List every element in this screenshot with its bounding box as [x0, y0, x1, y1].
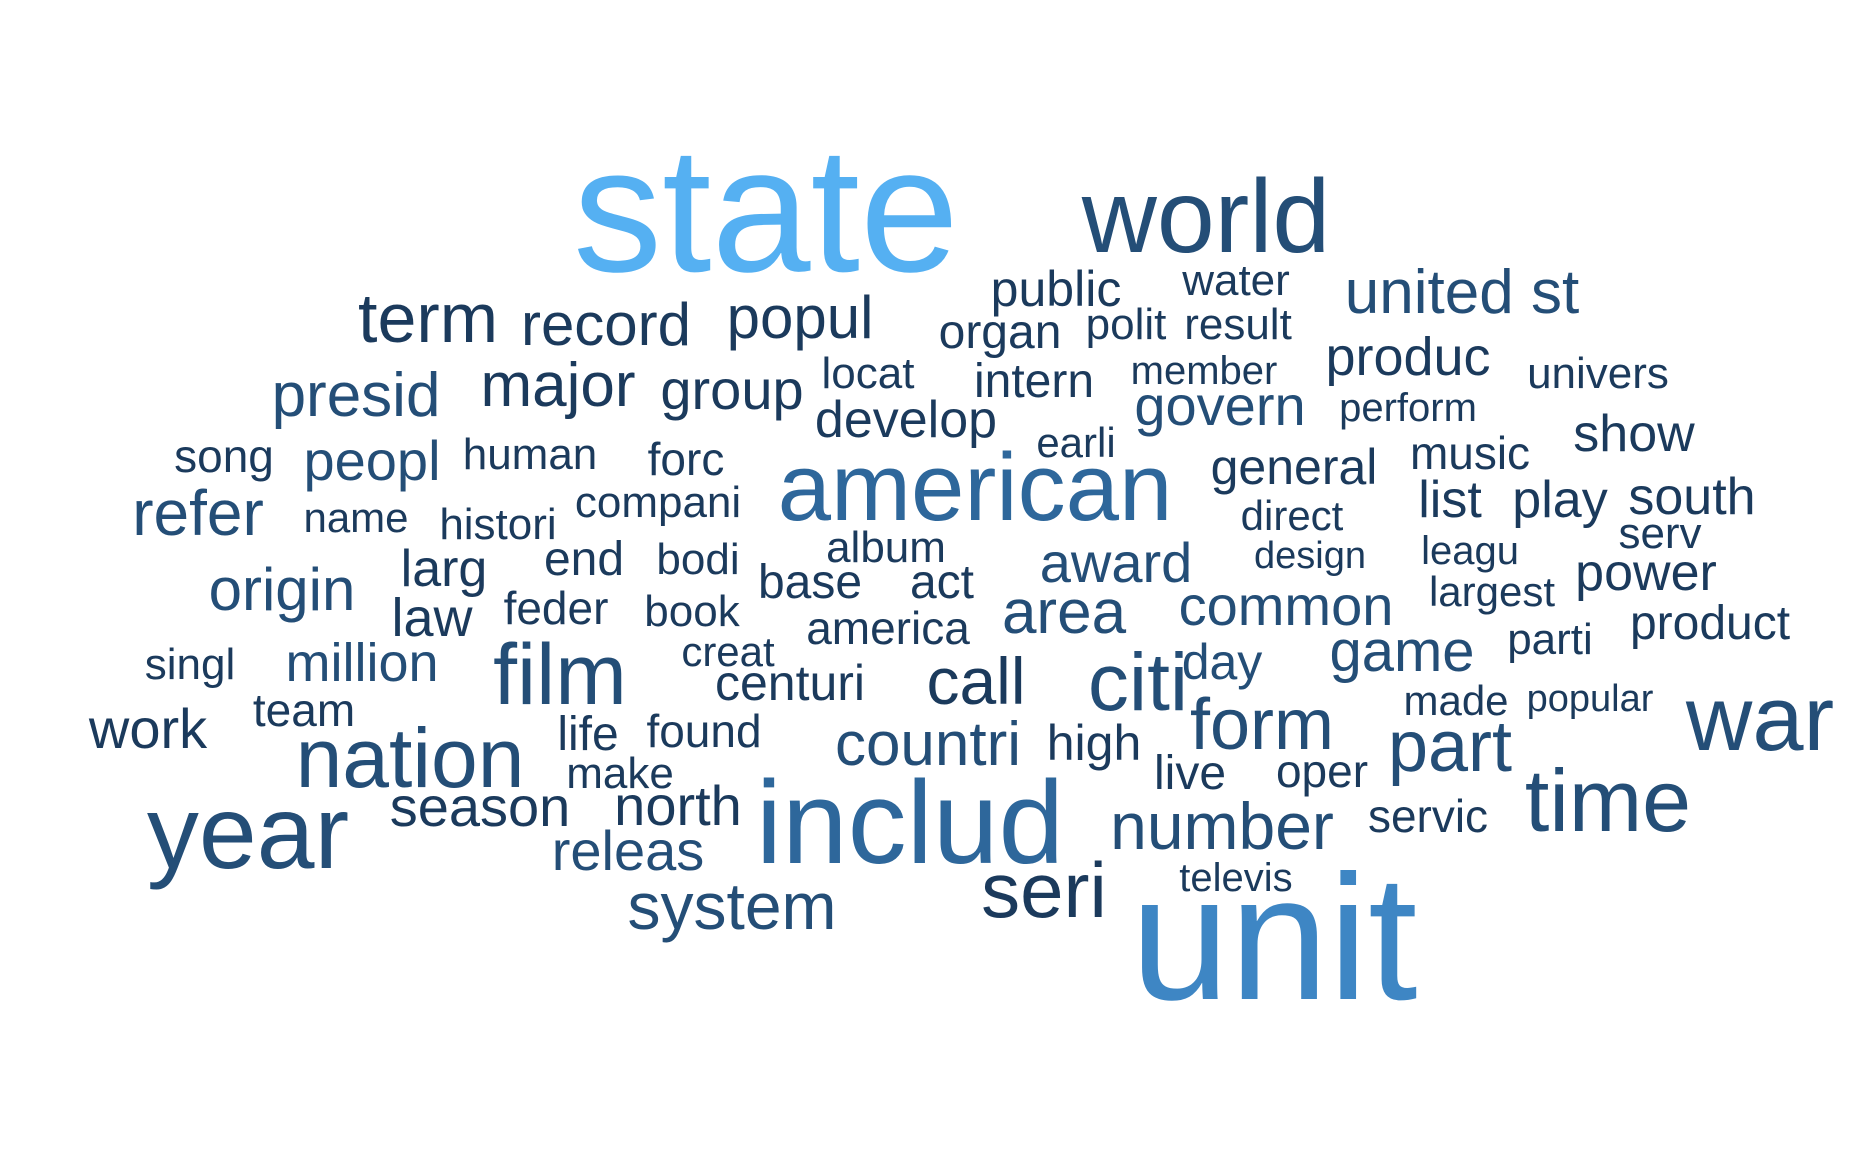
word-south: south: [1628, 468, 1756, 526]
word-origin: origin: [208, 556, 356, 623]
word-result: result: [1184, 300, 1292, 349]
word-earli: earli: [1036, 419, 1116, 466]
word-creat: creat: [681, 628, 775, 675]
word-time: time: [1524, 751, 1692, 850]
word-play: play: [1512, 471, 1608, 529]
word-compani: compani: [574, 478, 742, 527]
word-polit: polit: [1085, 300, 1167, 349]
word-produc: produc: [1325, 327, 1491, 387]
word-forc: forc: [647, 433, 725, 485]
word-nation: nation: [295, 711, 525, 805]
word-life: life: [557, 708, 619, 761]
word-american: american: [777, 434, 1173, 541]
word-song: song: [174, 430, 274, 482]
word-law: law: [391, 588, 473, 648]
word-servic: servic: [1367, 790, 1489, 842]
word-govern: govern: [1134, 374, 1306, 437]
word-film: film: [493, 627, 627, 723]
word-war: war: [1685, 668, 1835, 770]
word-team: team: [252, 684, 356, 736]
word-record: record: [520, 291, 692, 358]
word-award: award: [1039, 531, 1193, 594]
word-seri: seri: [981, 846, 1107, 934]
word-locat: locat: [821, 349, 915, 398]
word-name: name: [303, 494, 409, 541]
word-game: game: [1329, 619, 1475, 684]
word-high: high: [1046, 715, 1142, 771]
word-part: part: [1387, 707, 1513, 787]
word-found: found: [646, 705, 762, 757]
word-histori: histori: [439, 500, 557, 549]
word-world: world: [1081, 159, 1331, 275]
word-make: make: [566, 749, 674, 798]
word-state: state: [573, 110, 959, 309]
word-list: list: [1418, 471, 1482, 529]
word-work: work: [88, 697, 208, 760]
word-million: million: [285, 633, 439, 693]
word-year: year: [146, 775, 350, 891]
word-number: number: [1110, 789, 1334, 863]
word-public: public: [990, 261, 1122, 317]
word-countri: countri: [834, 710, 1022, 779]
word-design: design: [1254, 535, 1366, 577]
word-singl: singl: [144, 640, 236, 689]
word-member: member: [1130, 349, 1278, 393]
word-term: term: [358, 279, 498, 357]
word-season: season: [389, 775, 571, 838]
word-citi: citi: [1087, 637, 1189, 728]
word-area: area: [1001, 578, 1127, 647]
word-larg: larg: [400, 540, 488, 598]
word-major: major: [480, 351, 636, 420]
word-book: book: [644, 587, 740, 636]
word-base: base: [757, 556, 863, 609]
word-system: system: [627, 869, 837, 943]
word-call: call: [926, 644, 1026, 718]
word-refer: refer: [132, 477, 264, 549]
word-day: day: [1181, 634, 1263, 690]
word-unit: unit: [1130, 838, 1418, 1037]
word-general: general: [1210, 439, 1378, 495]
word-north: north: [614, 774, 742, 837]
word-united-st: united st: [1344, 258, 1580, 327]
word-popul: popul: [726, 284, 874, 351]
word-product: product: [1629, 597, 1791, 650]
word-act: act: [909, 556, 975, 609]
word-common: common: [1178, 574, 1394, 637]
word-feder: feder: [503, 582, 609, 634]
word-popular: popular: [1526, 678, 1654, 720]
word-human: human: [462, 430, 598, 479]
word-show: show: [1573, 405, 1695, 463]
word-music: music: [1409, 427, 1531, 479]
word-bodi: bodi: [656, 535, 740, 584]
word-serv: serv: [1618, 509, 1702, 558]
word-water: water: [1182, 256, 1290, 305]
word-televis: televis: [1179, 856, 1293, 900]
word-group: group: [660, 358, 804, 421]
word-peopl: peopl: [303, 429, 441, 492]
word-organ: organ: [938, 306, 1062, 359]
word-releas: releas: [551, 819, 705, 882]
word-presid: presid: [271, 361, 441, 430]
word-centuri: centuri: [714, 655, 866, 711]
word-univers: univers: [1527, 349, 1669, 398]
word-album: album: [826, 523, 946, 572]
word-includ: includ: [755, 757, 1065, 889]
word-america: america: [806, 602, 970, 654]
word-leagu: leagu: [1421, 529, 1519, 573]
word-largest: largest: [1428, 568, 1556, 615]
word-develop: develop: [814, 391, 998, 449]
word-live: live: [1153, 747, 1227, 800]
word-end: end: [543, 533, 625, 586]
word-power: power: [1575, 544, 1717, 602]
word-perform: perform: [1339, 386, 1477, 430]
word-form: form: [1190, 685, 1334, 765]
word-intern: intern: [973, 355, 1095, 408]
word-oper: oper: [1275, 745, 1369, 797]
word-direct: direct: [1240, 492, 1344, 539]
word-made: made: [1403, 677, 1509, 724]
word-parti: parti: [1507, 615, 1593, 664]
